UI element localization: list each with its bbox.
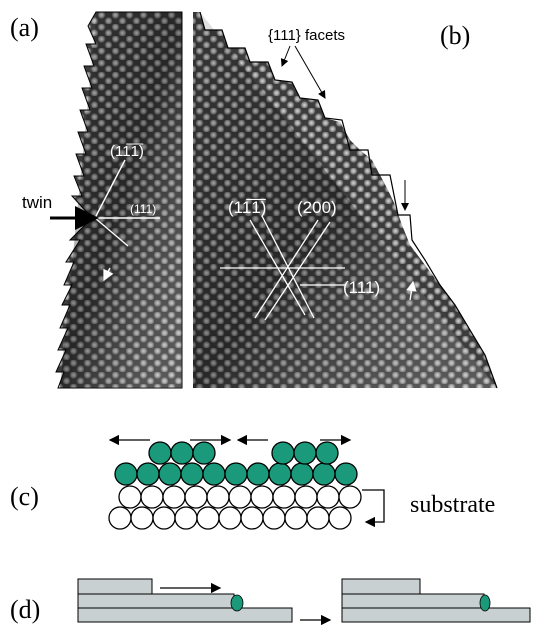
atom — [131, 507, 153, 529]
atom — [307, 507, 329, 529]
atom — [175, 507, 197, 529]
atom — [171, 442, 193, 464]
atom — [219, 507, 241, 529]
atom — [335, 463, 357, 485]
panel-label: (d) — [10, 595, 40, 624]
atom — [181, 463, 203, 485]
atom — [203, 463, 225, 485]
atom — [137, 463, 159, 485]
atom — [272, 442, 294, 464]
plane-label: (11̅1̅) — [228, 198, 266, 217]
atom — [263, 507, 285, 529]
atom — [225, 463, 247, 485]
atom — [339, 486, 361, 508]
plane-label: (111) — [130, 202, 156, 216]
atom — [149, 442, 171, 464]
atom — [141, 486, 163, 508]
panel-label: (c) — [10, 482, 39, 511]
atom — [317, 486, 339, 508]
panel-label: (a) — [10, 13, 39, 42]
facets-label: {111} facets — [268, 27, 345, 44]
atom-model — [109, 442, 361, 529]
atom — [109, 507, 131, 529]
atom — [269, 463, 291, 485]
plane-label: (111) — [343, 278, 380, 297]
atom — [316, 442, 338, 464]
atom — [159, 463, 181, 485]
panel-label: (b) — [440, 21, 470, 50]
shading — [60, 12, 182, 388]
atom — [163, 486, 185, 508]
atom — [285, 507, 307, 529]
atom — [193, 442, 215, 464]
twin-label: twin — [22, 193, 52, 212]
atom — [329, 507, 351, 529]
atom — [197, 507, 219, 529]
atom — [229, 486, 251, 508]
atom — [251, 486, 273, 508]
atom — [294, 442, 316, 464]
atom — [207, 486, 229, 508]
plane-label: (11̅1̅) — [110, 143, 144, 160]
substrate-label: substrate — [410, 492, 495, 518]
plane-label: (200) — [297, 198, 337, 217]
atom — [153, 507, 175, 529]
atom — [185, 486, 207, 508]
figure: (a) (11̅1̅) (111) twin (b) {111} facets … — [0, 0, 534, 629]
atom — [291, 463, 313, 485]
atom — [119, 486, 141, 508]
atom — [247, 463, 269, 485]
atom — [313, 463, 335, 485]
step-model — [78, 579, 530, 622]
atom — [241, 507, 263, 529]
atom — [273, 486, 295, 508]
atom — [115, 463, 137, 485]
atom — [295, 486, 317, 508]
